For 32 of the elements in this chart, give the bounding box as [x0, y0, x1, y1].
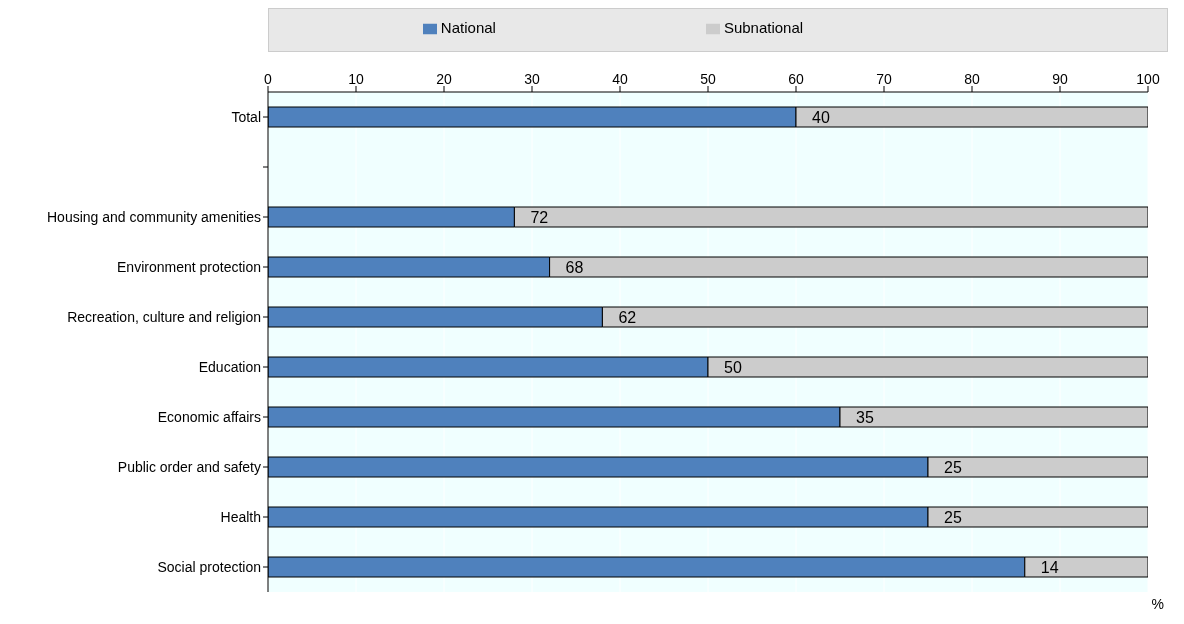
y-tick-label: Health: [220, 508, 261, 525]
y-tick-label: Economic affairs: [157, 408, 261, 425]
data-label: 40: [812, 108, 830, 126]
x-tick-label: 50: [700, 71, 716, 87]
x-tick-label: 20: [436, 71, 452, 87]
data-label: 62: [618, 308, 637, 326]
x-tick-label: 40: [612, 71, 628, 87]
data-label: 50: [724, 358, 742, 376]
y-tick-label: Social protection: [157, 558, 261, 575]
data-label: 68: [565, 258, 584, 276]
x-tick-label: 100: [1136, 71, 1160, 87]
x-tick-label: 90: [1052, 71, 1068, 87]
x-tick-label: 60: [788, 71, 804, 87]
legend-label: National: [440, 19, 496, 36]
x-tick-label: 0: [264, 71, 273, 87]
y-tick-label: Recreation, culture and religion: [67, 308, 261, 325]
legend-label: Subnational: [723, 19, 804, 36]
y-tick-label: Education: [198, 358, 261, 375]
y-tick-label: Housing and community amenities: [47, 208, 261, 225]
data-label: 25: [944, 508, 962, 526]
x-tick-label: 30: [524, 71, 540, 87]
x-tick-label: 10: [348, 71, 364, 87]
x-axis-title: %: [1151, 596, 1164, 612]
y-tick-label: Total: [231, 108, 261, 125]
y-tick-label: Environment protection: [117, 258, 261, 275]
data-label: 72: [530, 208, 549, 226]
data-label: 14: [1040, 558, 1059, 576]
x-tick-label: 70: [876, 71, 892, 87]
y-tick-label: Public order and safety: [117, 458, 261, 475]
x-tick-label: 80: [964, 71, 980, 87]
data-label: 25: [944, 458, 962, 476]
data-label: 35: [856, 408, 874, 426]
